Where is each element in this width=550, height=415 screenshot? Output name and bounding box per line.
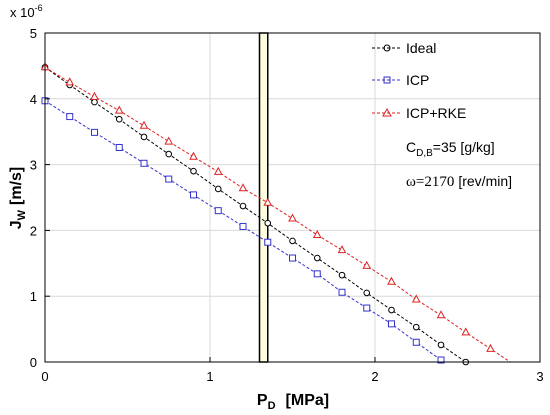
legend-item-icp: ICP: [372, 72, 429, 88]
x-tick-label: 1: [206, 369, 213, 384]
series-icp: [41, 97, 445, 364]
data-point-icp-rke: [263, 197, 273, 206]
data-point-icp: [388, 320, 395, 328]
y-multiplier-exponent: -6: [35, 3, 43, 13]
data-point-icp: [338, 288, 346, 296]
legend-item-icp-rke: ICP+RKE: [372, 105, 466, 121]
data-point-icp-rke: [337, 245, 347, 254]
annotation-speed-unit: [rev/min]: [458, 173, 512, 189]
annotation-concentration-value: =35 [g/kg]: [433, 139, 495, 155]
data-point-icp-rke: [114, 105, 124, 114]
grid-lines: [44, 32, 541, 363]
series-line-icp-rke: [44, 66, 511, 363]
x-axis-label: PD [MPa]: [257, 392, 329, 412]
series-line-ideal: [44, 66, 467, 363]
data-point-ideal: [165, 150, 173, 158]
data-point-icp-rke: [238, 183, 248, 192]
data-point-icp-rke: [288, 213, 297, 222]
data-point-icp-rke: [65, 77, 75, 86]
data-point-icp: [363, 304, 371, 312]
data-point-ideal: [437, 341, 445, 349]
data-point-icp: [313, 270, 321, 278]
y-axis-label-sub: W: [16, 209, 28, 220]
omega-symbol: ω: [406, 174, 416, 190]
data-point-icp-rke: [139, 120, 149, 129]
data-point-icp-rke: [461, 327, 471, 336]
data-point-ideal: [140, 133, 148, 141]
legend-item-ideal: Ideal: [372, 40, 436, 56]
data-point-icp-rke: [387, 276, 396, 285]
legend-marker-icp-rke: [382, 107, 392, 117]
data-point-icp-rke: [436, 310, 446, 319]
annotation-speed-value: =2170: [416, 174, 454, 190]
data-point-ideal: [190, 167, 197, 175]
y-tick-label: 2: [30, 223, 37, 238]
y-multiplier: x 10-6: [10, 3, 43, 20]
y-tick-label: 4: [30, 92, 37, 107]
x-tick-label: 0: [41, 369, 48, 384]
data-point-icp-rke: [312, 229, 322, 239]
data-point-ideal: [363, 289, 371, 297]
data-point-icp-rke: [90, 91, 99, 100]
data-point-icp: [190, 191, 197, 199]
data-point-ideal: [388, 306, 395, 314]
legend-label-icp-rke: ICP+RKE: [406, 105, 466, 121]
x-axis-label-sub: D: [268, 400, 276, 412]
x-axis-label-unit: [MPa]: [286, 392, 330, 409]
data-point-icp: [239, 222, 247, 230]
data-point-icp: [437, 356, 445, 364]
data-point-ideal: [264, 219, 272, 227]
y-tick-label: 0: [30, 355, 37, 370]
data-point-icp: [66, 113, 74, 121]
data-point-icp-rke: [362, 260, 372, 269]
data-point-ideal: [338, 271, 346, 279]
legend-marker-ideal: [383, 44, 391, 52]
data-point-ideal: [239, 202, 247, 210]
data-point-icp: [264, 238, 272, 246]
data-point-icp-rke: [213, 166, 223, 175]
data-point-icp: [91, 128, 98, 136]
data-point-icp: [289, 254, 296, 262]
data-point-icp: [214, 207, 222, 215]
data-point-ideal: [214, 185, 222, 193]
plot-frame: [44, 32, 541, 363]
data-point-icp-rke: [164, 136, 174, 145]
series-layer: [40, 62, 511, 366]
y-axis-label-unit: [m/s]: [8, 167, 25, 205]
series-ideal: [41, 63, 470, 366]
data-point-ideal: [115, 115, 123, 123]
legend-label-icp: ICP: [406, 72, 429, 88]
annotation-speed: ω=2170 [rev/min]: [406, 173, 512, 190]
legend: Ideal ICP ICP+RKE: [372, 40, 466, 121]
data-point-icp-rke: [411, 294, 421, 303]
data-point-icp-rke: [189, 151, 198, 160]
data-point-icp: [140, 159, 148, 167]
data-point-ideal: [412, 323, 420, 331]
data-point-ideal: [313, 254, 321, 262]
data-point-icp: [412, 338, 420, 346]
x-tick-label: 2: [371, 369, 378, 384]
annotation-concentration: CD,B=35 [g/kg]: [406, 139, 495, 159]
axis-ticks: 0 1 2 3 0 1 2 3 4 5: [30, 26, 544, 384]
legend-label-ideal: Ideal: [406, 40, 436, 56]
y-tick-label: 5: [30, 26, 37, 41]
legend-marker-icp: [383, 76, 391, 84]
y-axis-label: JW[m/s]: [8, 167, 28, 230]
y-tick-label: 3: [30, 158, 37, 173]
series-line-icp: [44, 100, 445, 363]
data-point-ideal: [91, 98, 98, 106]
annotation-concentration-sub: D,B: [416, 148, 433, 159]
x-tick-label: 3: [536, 369, 543, 384]
data-point-ideal: [289, 237, 296, 245]
data-point-icp: [115, 143, 123, 151]
highlight-band: [258, 32, 269, 363]
data-point-icp: [165, 175, 173, 183]
data-point-icp-rke: [486, 343, 495, 352]
y-tick-label: 1: [30, 289, 37, 304]
